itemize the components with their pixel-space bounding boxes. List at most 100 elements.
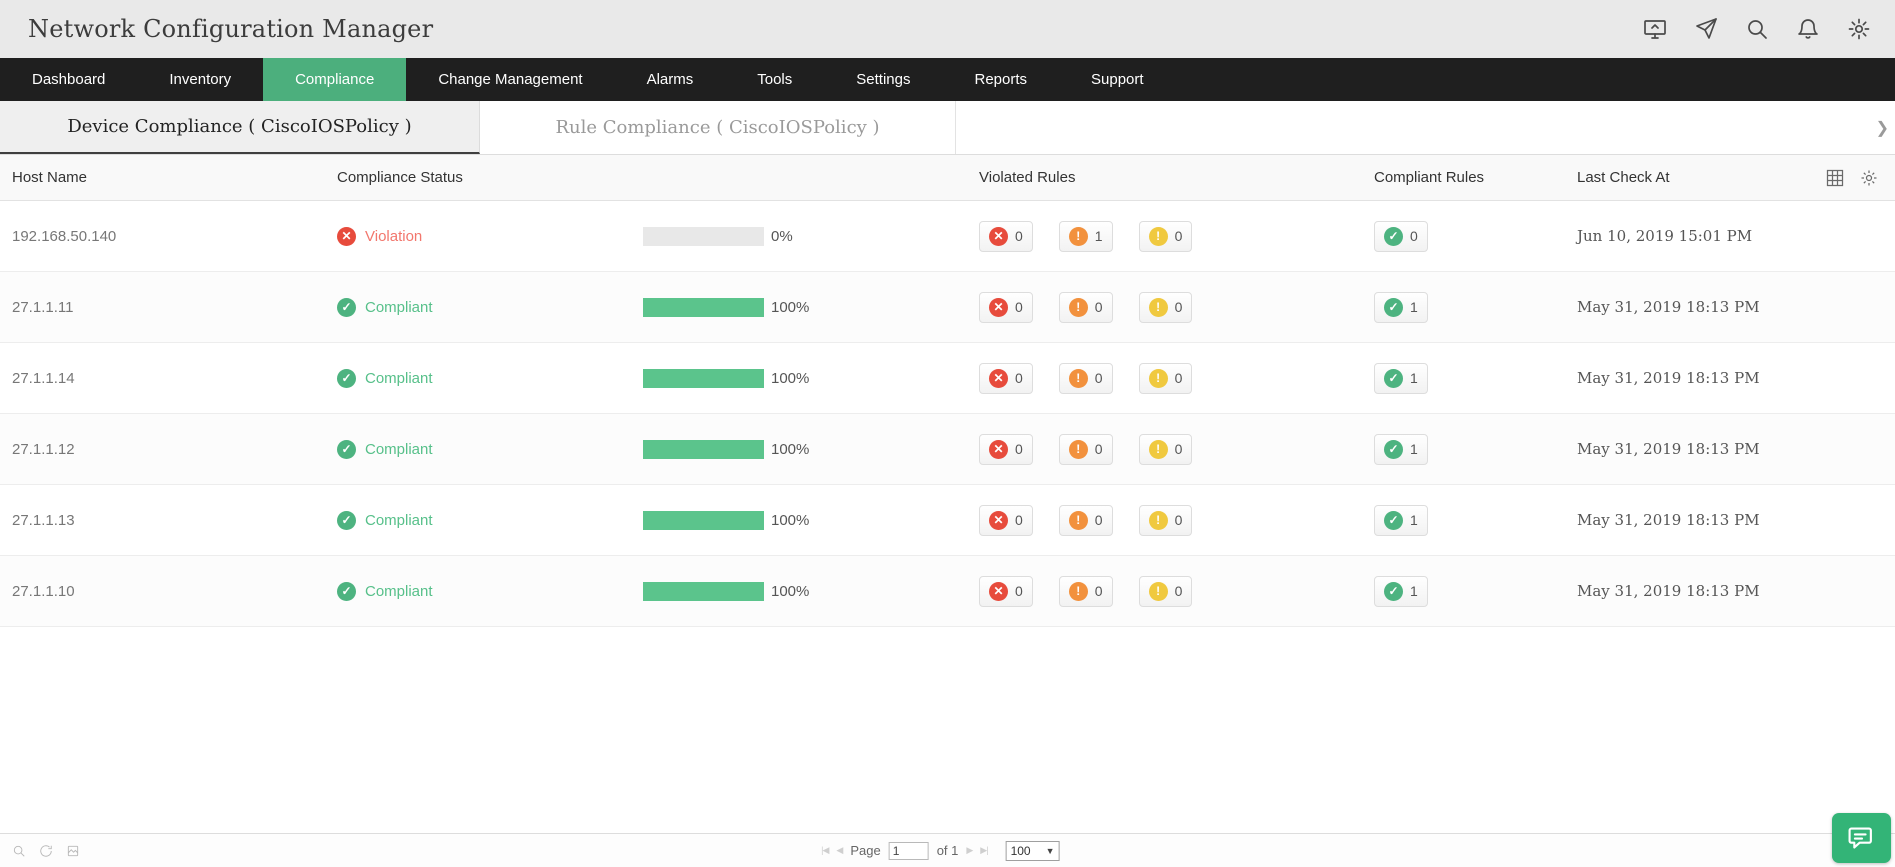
last-check-time: May 31, 2019 18:13 PM: [1577, 582, 1760, 600]
live-chat-button[interactable]: [1832, 813, 1891, 863]
nav-item-settings[interactable]: Settings: [856, 71, 911, 88]
major-count-badge[interactable]: ! 0: [1058, 362, 1113, 394]
topbar-icons: [1643, 17, 1871, 41]
last-page-icon[interactable]: ▶|: [980, 845, 988, 855]
major-count: 0: [1094, 370, 1103, 386]
tab-rule-compliance-label: Rule Compliance ( CiscoIOSPolicy ): [555, 117, 880, 138]
column-header-violated-rules[interactable]: Violated Rules: [979, 169, 1076, 186]
table-settings-gear-icon[interactable]: [1859, 168, 1879, 188]
warning-count-badge[interactable]: ! 0: [1138, 291, 1193, 323]
compliant-rules-cell: ✓ 0: [1374, 220, 1577, 252]
table-row[interactable]: 27.1.1.10 ✓ Compliant 100% ✕ 0 ! 0 ! 0: [0, 556, 1895, 627]
footer-search-icon[interactable]: [12, 844, 26, 858]
compliant-count-badge[interactable]: ✓ 1: [1374, 575, 1428, 607]
host-name[interactable]: 27.1.1.13: [12, 511, 75, 529]
progress-label: 100%: [771, 369, 810, 387]
column-chooser-grid-icon[interactable]: [1825, 168, 1845, 188]
warning-count-badge[interactable]: ! 0: [1138, 220, 1193, 252]
table-row[interactable]: 27.1.1.11 ✓ Compliant 100% ✕ 0 ! 0 ! 0: [0, 272, 1895, 343]
major-icon: !: [1068, 368, 1088, 388]
table-row[interactable]: 192.168.50.140 ✕ Violation 0% ✕ 0 ! 1 ! …: [0, 201, 1895, 272]
critical-count-badge[interactable]: ✕ 0: [979, 362, 1033, 394]
compliant-count-badge[interactable]: ✓ 1: [1374, 504, 1428, 536]
host-name[interactable]: 27.1.1.10: [12, 582, 75, 600]
warning-count-badge[interactable]: ! 0: [1138, 362, 1193, 394]
host-name[interactable]: 27.1.1.12: [12, 440, 75, 458]
compliant-count-badge[interactable]: ✓ 1: [1374, 291, 1428, 323]
search-icon[interactable]: [1745, 17, 1769, 41]
page-of-label: of 1: [936, 843, 959, 858]
table-header-tools: [1825, 155, 1895, 200]
nav-item-inventory[interactable]: Inventory: [169, 71, 232, 88]
column-header-compliant-rules[interactable]: Compliant Rules: [1374, 169, 1485, 186]
nav-item-tools[interactable]: Tools: [757, 71, 793, 88]
nav-item-compliance[interactable]: Compliance: [263, 58, 407, 101]
major-count-badge[interactable]: ! 0: [1058, 504, 1113, 536]
progress-label: 100%: [771, 511, 810, 529]
major-count-badge[interactable]: ! 0: [1058, 575, 1113, 607]
column-header-compliance-status[interactable]: Compliance Status: [337, 169, 463, 186]
compliant-count: 1: [1410, 512, 1418, 528]
critical-count: 0: [1015, 228, 1023, 244]
table-row[interactable]: 27.1.1.14 ✓ Compliant 100% ✕ 0 ! 0 ! 0: [0, 343, 1895, 414]
last-check-time: May 31, 2019 18:13 PM: [1577, 369, 1760, 387]
major-count-badge[interactable]: ! 0: [1058, 433, 1113, 465]
compliance-progress-bar: [643, 226, 764, 246]
critical-count: 0: [1015, 370, 1023, 386]
previous-page-icon[interactable]: ◀: [836, 845, 843, 855]
host-name[interactable]: 27.1.1.11: [12, 298, 74, 316]
critical-icon: ✕: [989, 439, 1008, 459]
critical-count-badge[interactable]: ✕ 0: [979, 575, 1033, 607]
nav-item-dashboard[interactable]: Dashboard: [32, 71, 106, 88]
status-icon: ✕: [337, 226, 356, 246]
critical-count-badge[interactable]: ✕ 0: [979, 504, 1033, 536]
bell-icon[interactable]: [1796, 17, 1820, 41]
tabs-scroll-right-icon[interactable]: ❯: [1875, 119, 1889, 137]
compliant-count-badge[interactable]: ✓ 1: [1374, 433, 1428, 465]
nav-item-support[interactable]: Support: [1091, 71, 1144, 88]
page-number-input[interactable]: [888, 841, 929, 860]
compliant-rules-cell: ✓ 1: [1374, 362, 1577, 394]
warning-count-badge[interactable]: ! 0: [1138, 504, 1193, 536]
host-name[interactable]: 192.168.50.140: [12, 227, 117, 245]
chat-icon: [1848, 827, 1872, 849]
warning-count-badge[interactable]: ! 0: [1138, 575, 1193, 607]
page-label: Page: [850, 843, 881, 858]
status-icon: ✓: [337, 581, 356, 601]
host-name[interactable]: 27.1.1.14: [12, 369, 75, 387]
status-icon: ✓: [337, 510, 356, 530]
status-text: Compliant: [365, 369, 433, 387]
next-page-icon[interactable]: ▶: [966, 845, 973, 855]
compliance-progress-bar: [643, 581, 764, 601]
compliance-progress-bar: [643, 510, 764, 530]
critical-count-badge[interactable]: ✕ 0: [979, 291, 1033, 323]
nav-item-alarms[interactable]: Alarms: [646, 71, 694, 88]
table-row[interactable]: 27.1.1.12 ✓ Compliant 100% ✕ 0 ! 0 ! 0: [0, 414, 1895, 485]
tab-rule-compliance[interactable]: Rule Compliance ( CiscoIOSPolicy ): [480, 101, 956, 154]
column-header-host-name[interactable]: Host Name: [12, 169, 88, 186]
progress-label: 100%: [771, 582, 810, 600]
major-icon: !: [1068, 439, 1088, 459]
send-icon[interactable]: [1694, 17, 1718, 41]
footer-export-icon[interactable]: [66, 844, 80, 858]
compliant-count-badge[interactable]: ✓ 1: [1374, 362, 1428, 394]
nav-item-change-management[interactable]: Change Management: [438, 71, 583, 88]
compliant-count-badge[interactable]: ✓ 0: [1374, 220, 1428, 252]
tab-device-compliance[interactable]: Device Compliance ( CiscoIOSPolicy ): [0, 101, 480, 154]
nav-item-reports[interactable]: Reports: [974, 71, 1028, 88]
page-size-select[interactable]: 100 ▼: [1005, 840, 1060, 861]
column-header-last-check-at[interactable]: Last Check At: [1577, 169, 1670, 186]
footer-refresh-icon[interactable]: [39, 844, 53, 858]
screen-share-icon[interactable]: [1643, 17, 1667, 41]
critical-count-badge[interactable]: ✕ 0: [979, 220, 1033, 252]
gear-icon[interactable]: [1847, 17, 1871, 41]
warning-icon: !: [1148, 368, 1168, 388]
violated-rules-cell: ✕ 0 ! 0 ! 0: [979, 504, 1374, 536]
warning-count-badge[interactable]: ! 0: [1138, 433, 1193, 465]
major-count-badge[interactable]: ! 1: [1058, 220, 1113, 252]
table-row[interactable]: 27.1.1.13 ✓ Compliant 100% ✕ 0 ! 0 ! 0: [0, 485, 1895, 556]
major-count-badge[interactable]: ! 0: [1058, 291, 1113, 323]
compliant-icon: ✓: [1384, 368, 1403, 388]
critical-count-badge[interactable]: ✕ 0: [979, 433, 1033, 465]
first-page-icon[interactable]: |◀: [821, 845, 829, 855]
